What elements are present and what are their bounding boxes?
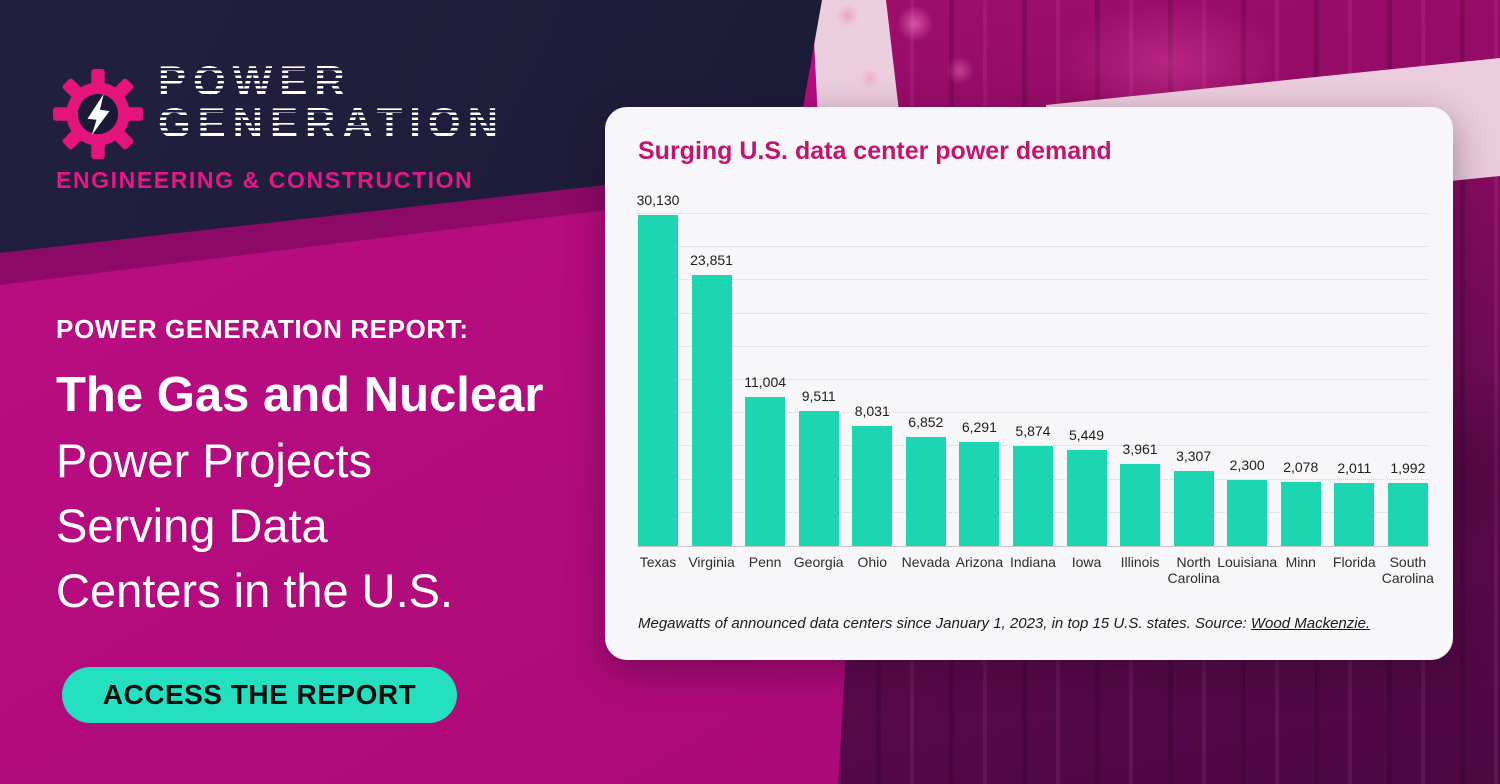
headline-line-3: Serving Data — [56, 499, 328, 552]
bar-florida — [1334, 483, 1375, 546]
category-label-arizona: Arizona — [955, 554, 1004, 570]
gridline — [638, 246, 1428, 248]
category-label-ohio: Ohio — [857, 554, 888, 570]
bar-slot-virginia: 23,851 Virginia — [688, 207, 734, 570]
value-label-indiana: 5,874 — [1015, 423, 1051, 439]
value-label-minn: 2,078 — [1283, 459, 1319, 475]
value-label-penn: 11,004 — [744, 374, 787, 390]
category-label-indiana: Indiana — [1009, 554, 1056, 570]
bar-slot-north-carolina: 3,307 North Carolina — [1168, 207, 1220, 586]
bar-slot-georgia: 9,511 Georgia — [794, 207, 844, 570]
value-label-north-carolina: 3,307 — [1176, 448, 1212, 464]
brand-word-power: POWER — [158, 60, 505, 102]
bar-louisiana — [1227, 480, 1268, 546]
bar-slot-ohio: 8,031 Ohio — [852, 207, 893, 570]
hero-text-block: POWER GENERATION REPORT: The Gas and Nuc… — [56, 314, 543, 623]
bar-slot-indiana: 5,874 Indiana — [1010, 207, 1056, 570]
bar-slot-illinois: 3,961 Illinois — [1120, 207, 1161, 570]
category-label-nevada: Nevada — [901, 554, 950, 570]
category-label-florida: Florida — [1332, 554, 1376, 570]
value-label-south-carolina: 1,992 — [1390, 460, 1426, 476]
value-label-ohio: 8,031 — [854, 403, 890, 419]
bar-virginia — [691, 275, 732, 546]
brand-tagline: ENGINEERING & CONSTRUCTION — [56, 167, 474, 193]
bar-iowa — [1066, 450, 1107, 546]
brand-logo: POWER GENERATION — [52, 60, 505, 160]
bar-south-carolina — [1387, 483, 1428, 546]
bar-slot-arizona: 6,291 Arizona — [956, 207, 1003, 570]
footnote-text: Megawatts of announced data centers sinc… — [638, 615, 1251, 632]
bar-indiana — [1012, 446, 1053, 546]
category-label-south-carolina: South Carolina — [1381, 554, 1434, 587]
source-link[interactable]: Wood Mackenzie. — [1250, 615, 1371, 632]
value-label-nevada: 6,852 — [908, 414, 944, 430]
bar-slot-minn: 2,078 Minn — [1280, 207, 1321, 570]
gridline — [638, 213, 1428, 214]
bar-texas — [638, 215, 678, 546]
bar-penn — [745, 397, 786, 546]
bar-arizona — [959, 442, 1000, 546]
gridline — [638, 279, 1428, 281]
bar-slot-penn: 11,004 Penn — [744, 207, 786, 570]
bar-slot-iowa: 5,449 Iowa — [1066, 207, 1107, 570]
category-label-texas: Texas — [639, 554, 677, 570]
category-label-virginia: Virginia — [688, 554, 735, 570]
category-label-minn: Minn — [1285, 554, 1316, 570]
chart-footnote: Megawatts of announced data centers sinc… — [638, 615, 1428, 632]
bar-minn — [1280, 482, 1321, 546]
bar-slot-south-carolina: 1,992 South Carolina — [1382, 207, 1434, 586]
brand-wordmark: POWER GENERATION — [158, 60, 505, 144]
report-eyebrow: POWER GENERATION REPORT: — [56, 314, 469, 344]
value-label-illinois: 3,961 — [1122, 441, 1158, 457]
gridline — [638, 379, 1428, 380]
value-label-iowa: 5,449 — [1068, 427, 1105, 443]
bar-row: 30,130 Texas 23,851 Virginia 11,004 Penn 9,511… — [637, 192, 1434, 586]
value-label-texas: 30,130 — [636, 192, 680, 208]
bar-illinois — [1120, 464, 1161, 546]
bar-north-carolina — [1173, 471, 1214, 546]
headline-line-bold: The Gas and Nuclear — [56, 368, 544, 422]
bar-slot-louisiana: 2,300 Louisiana — [1217, 207, 1277, 570]
gear-lightning-icon — [52, 68, 144, 160]
value-label-georgia: 9,511 — [801, 388, 836, 404]
bar-chart: 30,130 Texas 23,851 Virginia 11,004 Penn 9,511… — [637, 192, 1434, 586]
bar-georgia — [798, 411, 839, 546]
value-label-florida: 2,011 — [1337, 460, 1372, 476]
brand-word-generation: GENERATION — [158, 99, 505, 146]
bar-slot-nevada: 6,852 Nevada — [902, 207, 950, 570]
gridline — [638, 445, 1428, 447]
value-label-arizona: 6,291 — [961, 419, 997, 435]
gridline — [638, 345, 1428, 347]
bar-ohio — [852, 426, 893, 546]
value-label-louisiana: 2,300 — [1229, 457, 1265, 473]
gridline — [638, 312, 1428, 314]
chart-card: Surging U.S. data center power demand 30… — [605, 107, 1453, 660]
value-label-virginia: 23,851 — [690, 252, 733, 268]
chart-title: Surging U.S. data center power demand — [638, 137, 1112, 165]
headline-line-2: Power Projects — [56, 434, 373, 487]
category-label-georgia: Georgia — [793, 554, 844, 570]
headline-line-4: Centers in the U.S. — [56, 564, 454, 617]
gridline — [638, 412, 1428, 414]
bar-slot-texas: 30,130 Texas — [637, 192, 680, 570]
category-label-illinois: Illinois — [1120, 554, 1160, 570]
bar-nevada — [905, 437, 946, 546]
category-label-louisiana: Louisiana — [1217, 554, 1278, 570]
category-label-penn: Penn — [748, 554, 782, 570]
access-report-button[interactable]: ACCESS THE REPORT — [62, 667, 457, 723]
category-label-north-carolina: North Carolina — [1167, 554, 1220, 587]
bar-slot-florida: 2,011 Florida — [1333, 207, 1376, 570]
category-label-iowa: Iowa — [1071, 554, 1102, 570]
